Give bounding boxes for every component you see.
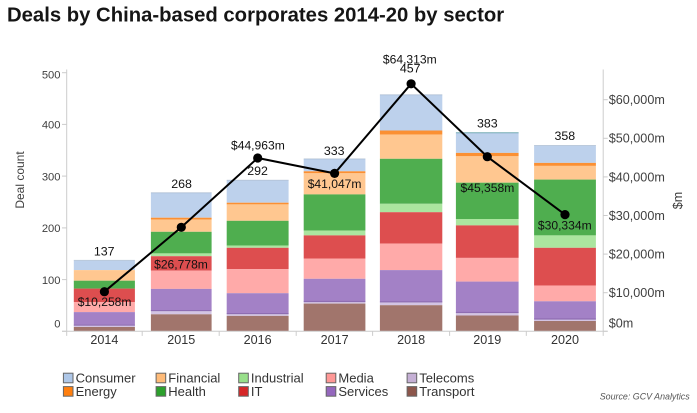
svg-text:$50,000m: $50,000m (609, 132, 665, 146)
svg-text:292: 292 (247, 164, 268, 178)
svg-text:300: 300 (42, 171, 61, 183)
svg-text:457: 457 (400, 62, 421, 76)
svg-text:358: 358 (554, 129, 575, 143)
svg-text:137: 137 (94, 244, 115, 258)
svg-text:$30,000m: $30,000m (609, 209, 665, 223)
svg-text:$m: $m (671, 192, 685, 210)
svg-text:0: 0 (54, 319, 60, 331)
svg-text:Deals by China-based corporate: Deals by China-based corporates 2014-20 … (7, 5, 504, 27)
svg-text:Source: GCV Analytics: Source: GCV Analytics (600, 391, 690, 401)
svg-text:Media: Media (338, 370, 374, 385)
svg-text:$26,778m: $26,778m (154, 258, 208, 272)
svg-text:200: 200 (42, 223, 61, 235)
svg-text:268: 268 (171, 177, 192, 191)
svg-text:$0m: $0m (609, 317, 634, 331)
svg-text:$64,313m: $64,313m (383, 52, 437, 66)
svg-text:Deal count: Deal count (13, 151, 27, 209)
svg-text:$30,334m: $30,334m (538, 218, 592, 232)
svg-text:$10,258m: $10,258m (78, 295, 132, 309)
svg-text:$40,000m: $40,000m (609, 170, 665, 184)
svg-text:$20,000m: $20,000m (609, 248, 665, 262)
svg-text:$44,963m: $44,963m (231, 139, 285, 153)
svg-text:2019: 2019 (473, 333, 501, 347)
svg-text:333: 333 (324, 144, 345, 158)
svg-text:Services: Services (338, 384, 388, 399)
svg-text:Health: Health (168, 384, 206, 399)
svg-text:2020: 2020 (551, 333, 579, 347)
svg-text:2018: 2018 (397, 333, 425, 347)
svg-text:Energy: Energy (76, 384, 118, 399)
svg-text:Telecoms: Telecoms (419, 370, 474, 385)
svg-text:100: 100 (42, 275, 61, 287)
svg-text:$41,047m: $41,047m (308, 177, 362, 191)
svg-text:2014: 2014 (90, 333, 118, 347)
svg-text:2016: 2016 (244, 333, 272, 347)
svg-text:IT: IT (251, 384, 263, 399)
svg-text:400: 400 (42, 120, 61, 132)
svg-text:500: 500 (42, 70, 61, 82)
svg-text:$60,000m: $60,000m (609, 93, 665, 107)
svg-text:$45,358m: $45,358m (461, 181, 515, 195)
svg-text:Consumer: Consumer (76, 370, 137, 385)
svg-text:Financial: Financial (168, 370, 220, 385)
svg-text:Transport: Transport (419, 384, 475, 399)
svg-text:$10,000m: $10,000m (609, 286, 665, 300)
svg-text:Industrial: Industrial (251, 370, 304, 385)
svg-text:2015: 2015 (167, 333, 195, 347)
svg-text:2017: 2017 (321, 333, 349, 347)
svg-text:383: 383 (477, 117, 498, 131)
